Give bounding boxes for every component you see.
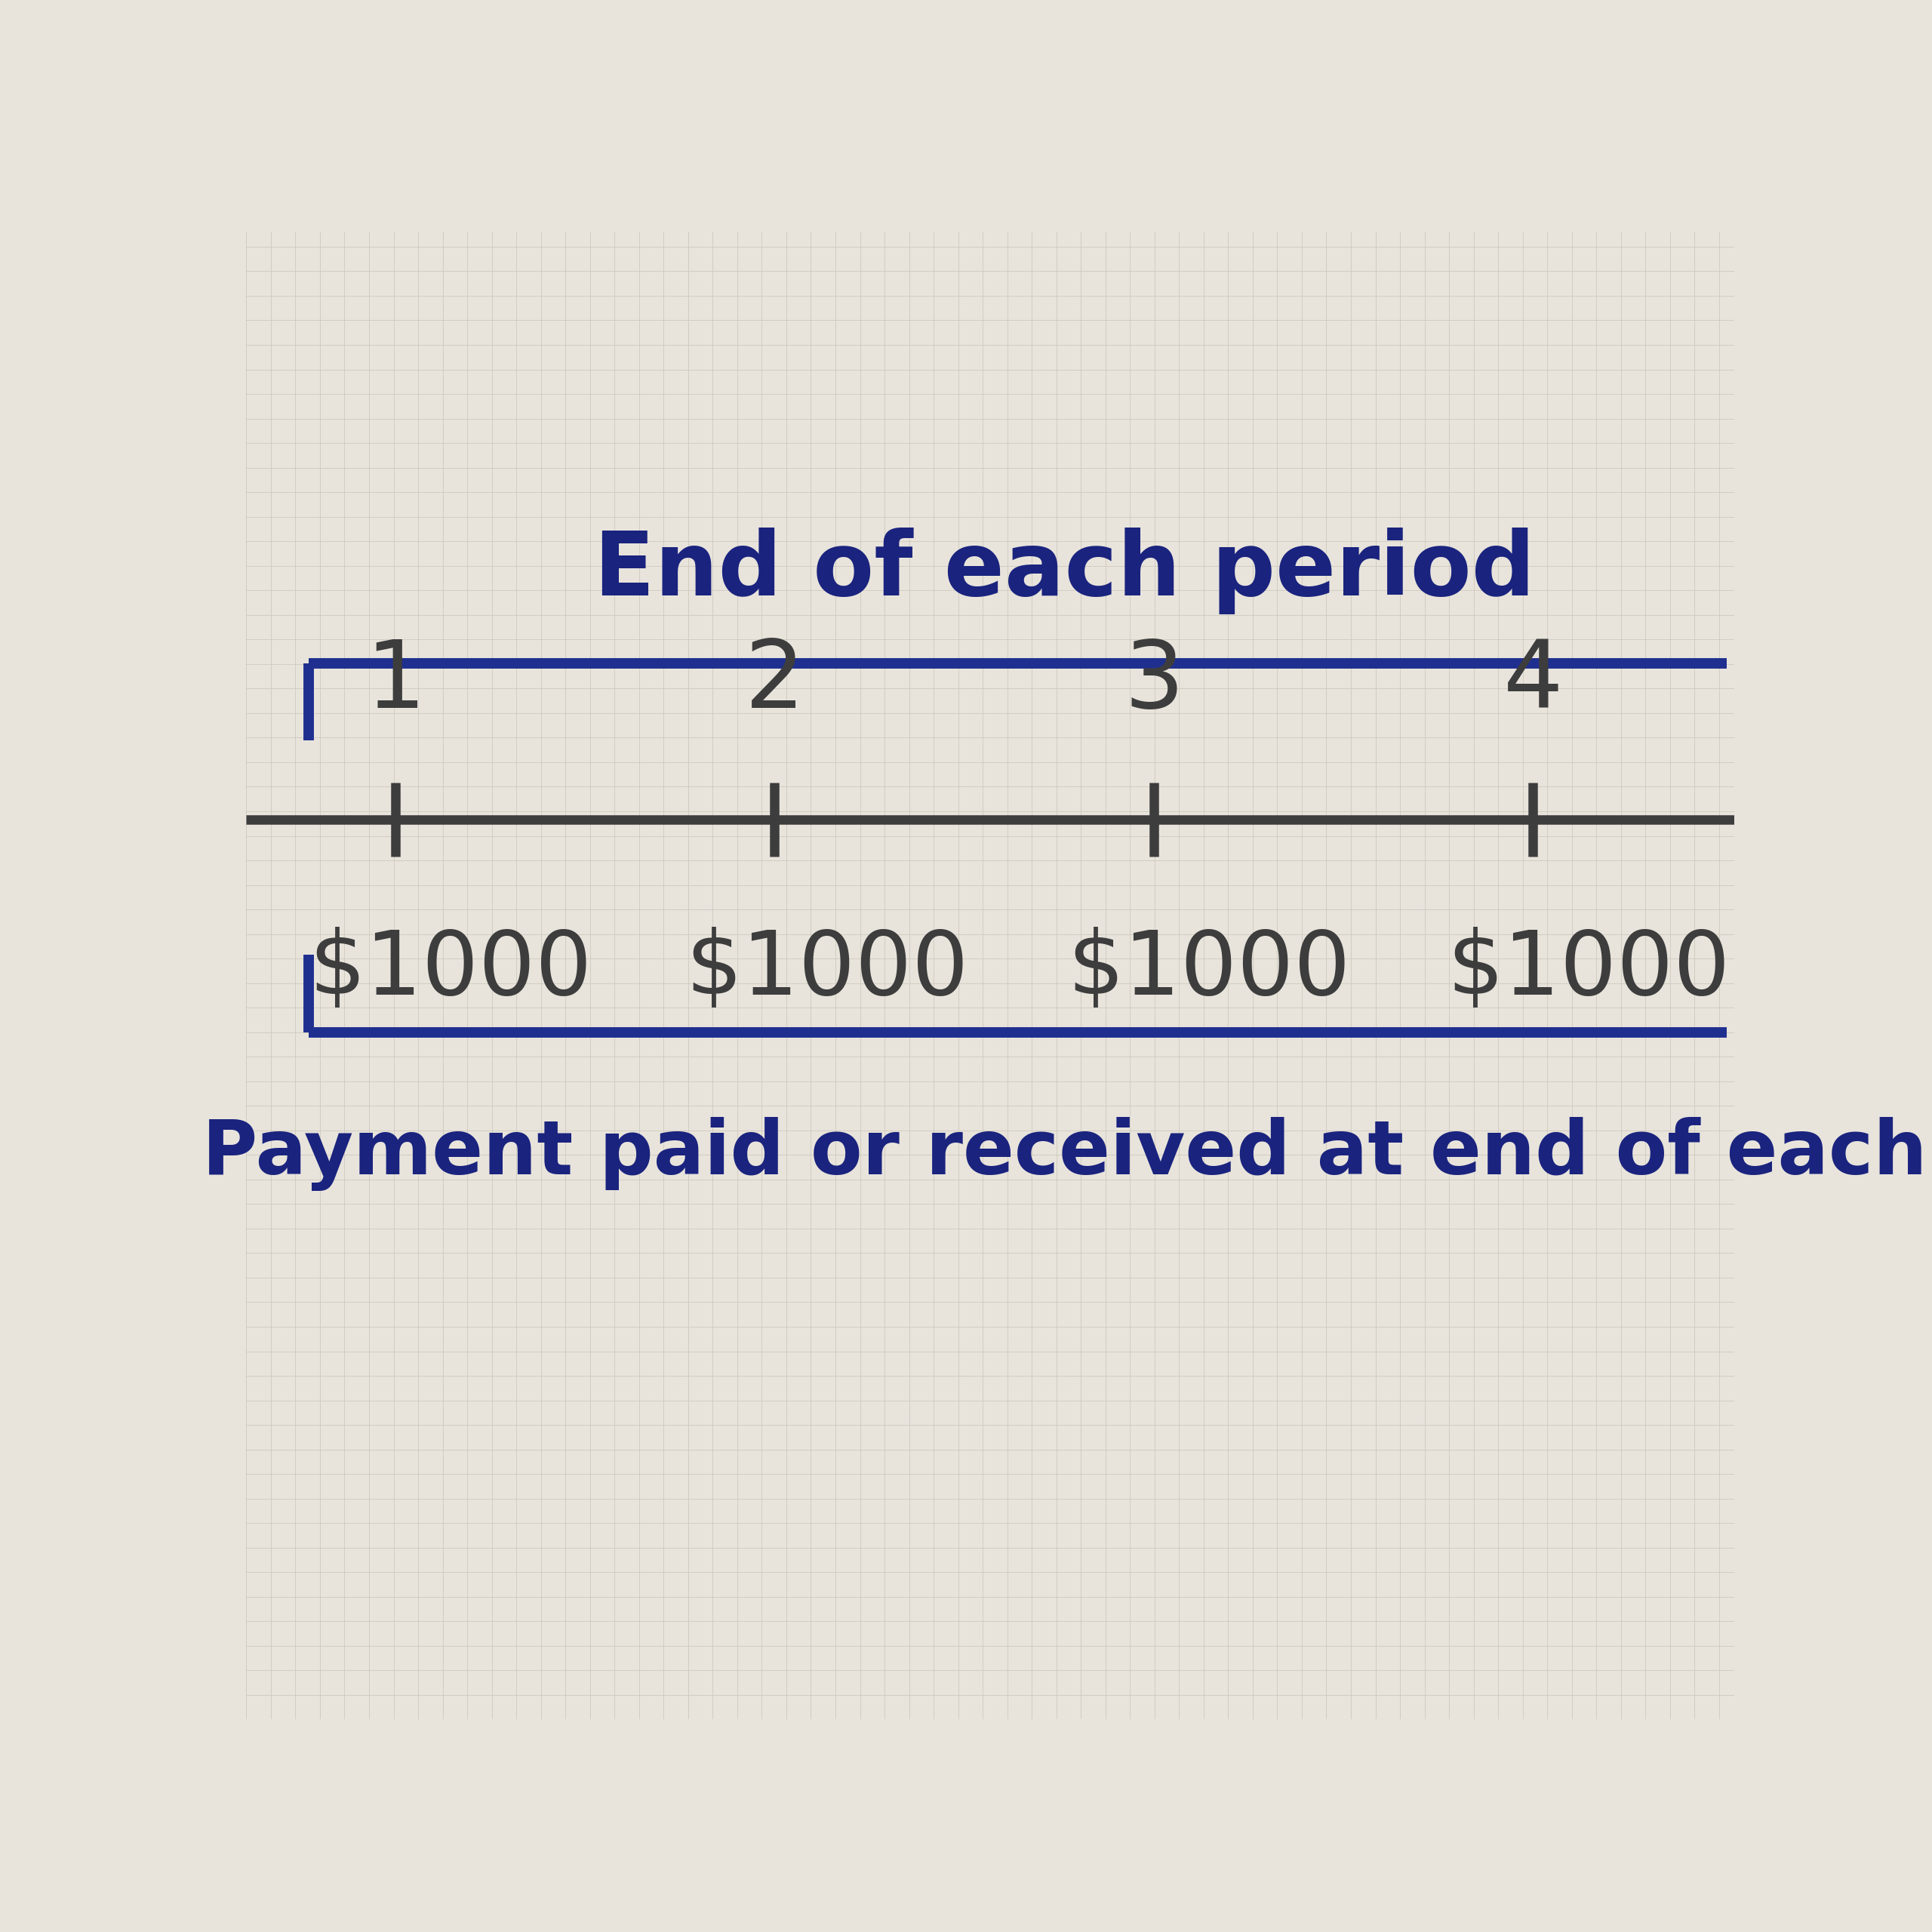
Text: $1000: $1000: [1447, 927, 1731, 1014]
Text: End of each period: End of each period: [593, 527, 1536, 614]
Text: 1: 1: [365, 636, 425, 726]
Text: 3: 3: [1124, 636, 1184, 726]
Text: 4: 4: [1503, 636, 1563, 726]
Text: Payment paid or received at end of each: Payment paid or received at end of each: [203, 1117, 1926, 1190]
Text: $1000: $1000: [686, 927, 968, 1014]
Text: 2: 2: [744, 636, 804, 726]
Text: $1000: $1000: [309, 927, 591, 1014]
Text: $1000: $1000: [1068, 927, 1350, 1014]
